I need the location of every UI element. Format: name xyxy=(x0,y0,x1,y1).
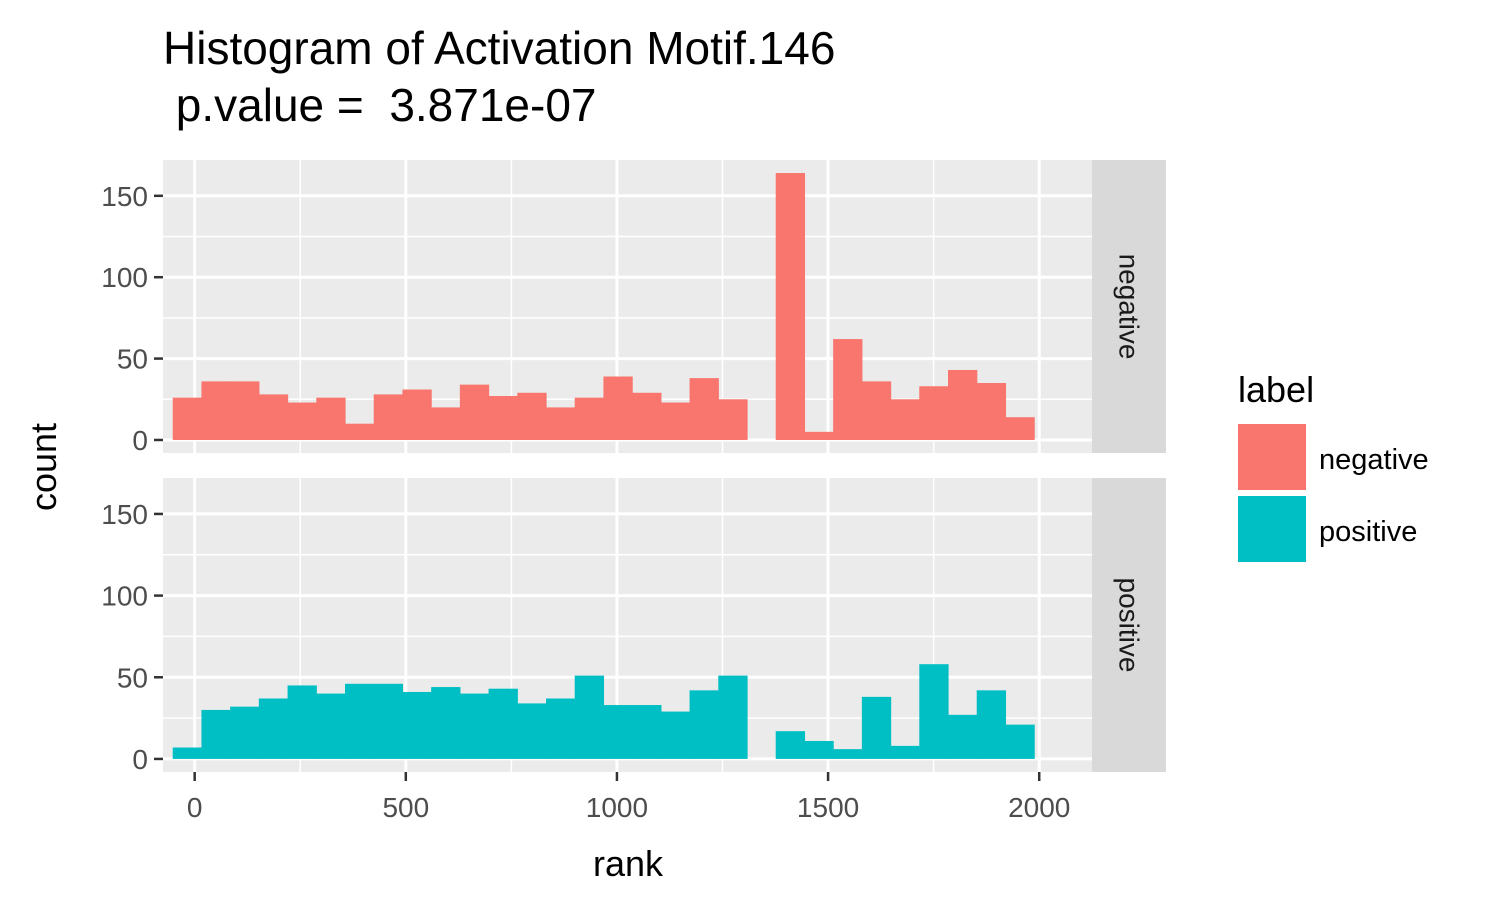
histogram-bar xyxy=(948,369,978,440)
y-tick-label: 100 xyxy=(101,581,148,612)
histogram-bar xyxy=(689,690,719,759)
histogram-bar xyxy=(718,399,748,440)
x-tick-label: 1000 xyxy=(586,792,648,823)
histogram-bar xyxy=(833,339,863,440)
x-tick-label: 2000 xyxy=(1008,792,1070,823)
histogram-bar xyxy=(344,423,375,440)
legend-label-positive: positive xyxy=(1319,516,1417,548)
histogram-bar xyxy=(287,402,317,440)
facet-strip xyxy=(1092,160,1166,453)
histogram-bar xyxy=(258,698,289,759)
facet-strip xyxy=(1092,478,1166,772)
histogram-bar xyxy=(201,381,231,440)
histogram-bar xyxy=(603,705,633,759)
histogram-bar xyxy=(230,381,260,440)
histogram-bar xyxy=(632,392,662,440)
y-tick-label: 100 xyxy=(101,262,148,293)
histogram-bar xyxy=(230,706,260,759)
histogram-bar xyxy=(431,407,461,440)
legend: label negative positive xyxy=(1238,369,1429,562)
y-tick-label: 50 xyxy=(117,662,148,693)
histogram-bar xyxy=(373,683,404,759)
histogram-bar xyxy=(459,693,490,759)
histogram-bar xyxy=(488,688,518,759)
x-axis-title: rank xyxy=(593,843,664,884)
histogram-bar xyxy=(459,384,490,440)
x-tick-label: 0 xyxy=(187,792,203,823)
histogram-bar xyxy=(402,691,432,759)
histogram-bar xyxy=(919,664,949,759)
panel-positive: 0 50 100 150 positive xyxy=(101,478,1166,775)
histogram-bar xyxy=(861,381,892,440)
histogram-bar xyxy=(546,698,576,759)
histogram-bar xyxy=(517,392,547,440)
legend-key-negative xyxy=(1238,424,1306,490)
histogram-bar xyxy=(344,683,375,759)
histogram-bar xyxy=(775,173,806,440)
histogram-bar xyxy=(689,378,719,440)
histogram-bar xyxy=(976,690,1007,759)
histogram-bar xyxy=(890,745,920,759)
histogram-bar xyxy=(574,397,605,440)
y-axis-title: count xyxy=(23,423,64,511)
histogram-bar xyxy=(431,687,461,759)
histogram-bar xyxy=(660,711,691,759)
x-tick-label: 500 xyxy=(382,792,429,823)
y-tick-label: 50 xyxy=(117,344,148,375)
histogram-bar xyxy=(718,675,748,759)
histogram-bar xyxy=(316,397,346,440)
x-tick-label: 1500 xyxy=(797,792,859,823)
legend-label-negative: negative xyxy=(1319,444,1429,476)
facet-strip-label: negative xyxy=(1114,254,1145,360)
y-tick-label: 0 xyxy=(132,744,148,775)
histogram-bar xyxy=(948,714,978,759)
x-axis: 0 500 1000 1500 2000 xyxy=(187,772,1070,823)
histogram-bar xyxy=(201,709,231,759)
histogram-bar xyxy=(172,397,203,440)
histogram-bar xyxy=(833,749,863,759)
y-tick-label: 0 xyxy=(132,425,148,456)
y-tick-label: 150 xyxy=(101,181,148,212)
histogram-bar xyxy=(861,696,892,759)
histogram-bar xyxy=(546,407,576,440)
legend-key-positive xyxy=(1238,496,1306,562)
histogram-bar xyxy=(1005,417,1035,440)
y-tick-label: 150 xyxy=(101,499,148,530)
panel-negative: 0 50 100 150 negative xyxy=(101,160,1166,456)
histogram-bar xyxy=(632,705,662,759)
histogram-bar xyxy=(804,431,834,440)
legend-title: label xyxy=(1238,369,1314,410)
histogram-bar xyxy=(402,389,432,440)
histogram-bar xyxy=(804,740,834,759)
histogram-bar xyxy=(890,399,920,440)
histogram-bar xyxy=(919,386,949,440)
histogram-bar xyxy=(316,693,346,759)
histogram-bar xyxy=(574,675,605,759)
histogram-bar xyxy=(258,394,289,440)
histogram-bar xyxy=(1005,724,1035,759)
histogram-bar xyxy=(488,396,518,440)
histogram-bar xyxy=(287,685,317,759)
chart-title-line2: p.value = 3.871e-07 xyxy=(163,79,597,131)
histogram-bar xyxy=(660,402,691,440)
histogram-bar xyxy=(517,703,547,759)
facet-strip-label: positive xyxy=(1114,578,1145,673)
histogram-bar xyxy=(976,383,1007,440)
histogram-bar xyxy=(603,376,633,440)
histogram-bar xyxy=(775,731,806,759)
histogram-bar xyxy=(172,747,203,759)
chart-title-line1: Histogram of Activation Motif.146 xyxy=(163,22,835,74)
histogram-bar xyxy=(373,394,404,440)
